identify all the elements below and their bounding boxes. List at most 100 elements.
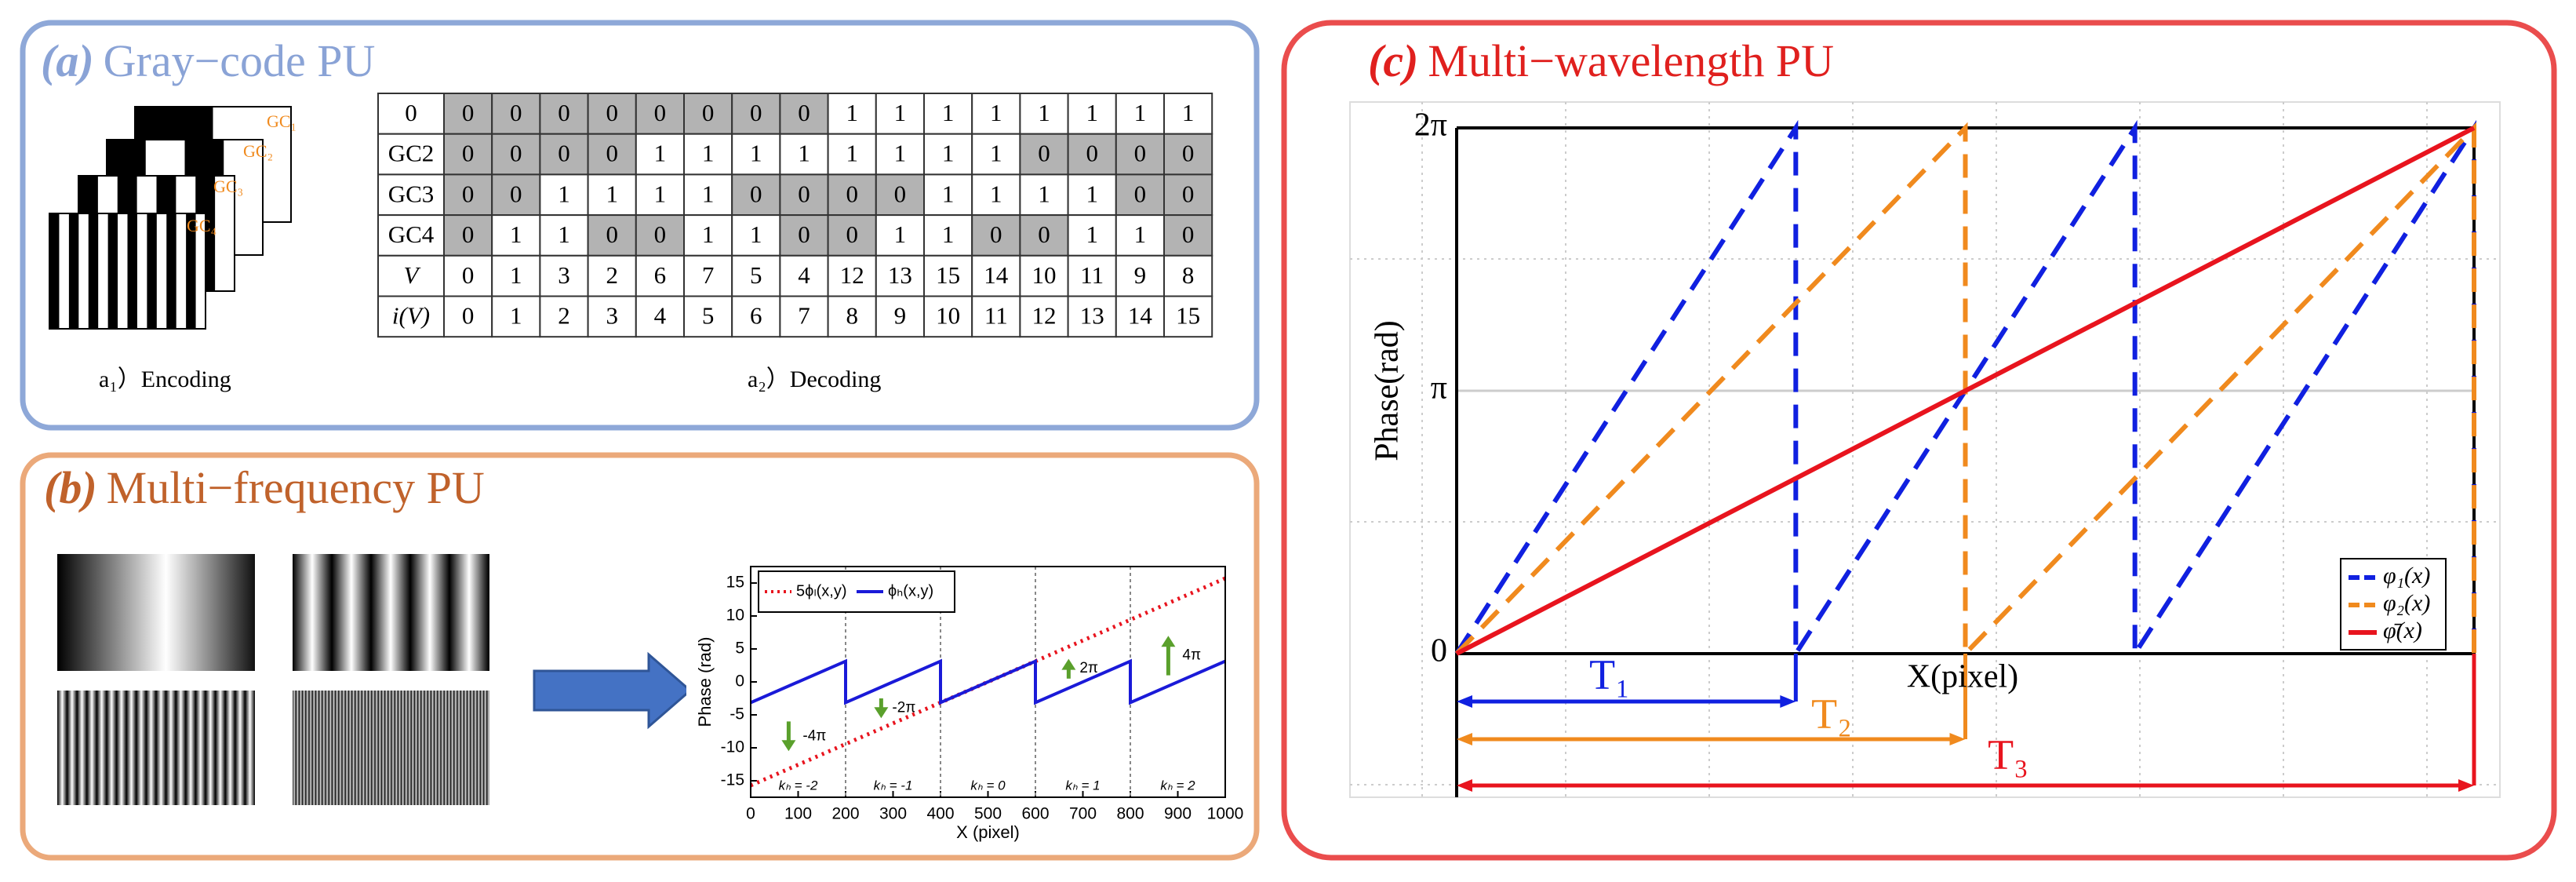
cell-text: 0: [1182, 220, 1195, 248]
cell-text: GC3: [388, 180, 435, 207]
arrow-head: [1457, 733, 1472, 745]
period-label: T₂: [1811, 690, 1852, 737]
cell-text: 1: [942, 99, 955, 126]
cell-text: 1: [702, 140, 715, 167]
y-tick-label: 15: [726, 574, 744, 592]
code-label: GC₁: [267, 111, 297, 131]
cell-text: 9: [1134, 261, 1147, 289]
legend-label: ϕₕ(x,y): [888, 582, 933, 600]
cell-text: 1: [510, 261, 522, 289]
cell-text: 0: [558, 140, 570, 167]
caption: a₂）Decoding: [748, 366, 881, 392]
cell-text: 0: [405, 99, 417, 126]
y-tick-label: 0: [1431, 633, 1447, 669]
cell-text: 0: [606, 220, 618, 248]
table-cell: [635, 295, 685, 338]
arrow-head: [1457, 779, 1472, 792]
cell-text: 4: [798, 261, 810, 289]
series-line: [1455, 126, 2476, 656]
y-tick-label: 5: [735, 640, 744, 658]
cell-text: 1: [942, 180, 955, 207]
cell-text: 9: [894, 301, 907, 329]
table-cell: [587, 295, 637, 338]
table-cell: [635, 173, 685, 217]
offset-arrow-head: [1061, 658, 1076, 670]
table-cell: [1019, 214, 1069, 257]
table-cell: [1019, 93, 1069, 135]
cell-text: 0: [558, 99, 570, 126]
cell-text: 0: [462, 220, 475, 248]
arrow-head: [2458, 779, 2474, 792]
table-cell: [827, 214, 877, 257]
cell-text: 8: [1182, 261, 1195, 289]
cell-text: 3: [558, 261, 570, 289]
cell-text: 1: [654, 140, 667, 167]
arrow: [533, 651, 693, 730]
table-cell: [1115, 254, 1166, 297]
table-cell: [683, 93, 733, 135]
cell-text: 1: [750, 220, 762, 248]
panel-b-frame: [20, 452, 1260, 861]
cell-text: 1: [558, 180, 570, 207]
table-cell: [491, 254, 541, 297]
offset-label: -2π: [892, 700, 915, 716]
table-cell: [443, 295, 493, 338]
stripe: [166, 213, 176, 329]
x-axis-label: X(pixel): [1907, 659, 2018, 695]
table-cell: [1115, 214, 1166, 257]
cell-text: 0: [990, 220, 1002, 248]
panel-label: (c): [1368, 35, 1418, 86]
x-tick-label: 200: [831, 805, 859, 823]
cell-text: 0: [462, 301, 475, 329]
cell-text: 1: [990, 99, 1002, 126]
cell-text: 0: [798, 220, 810, 248]
fringe-image: [57, 691, 255, 805]
cell-text: 0: [846, 180, 858, 207]
cell-text: 5: [750, 261, 762, 289]
panel-title-text: Multi−frequency PU: [107, 462, 485, 513]
code-label: GC₂: [243, 141, 273, 161]
table-cell: [635, 254, 685, 297]
table-cell: [1115, 133, 1166, 176]
table-cell: [731, 214, 781, 257]
cell-text: 6: [750, 301, 762, 329]
cell-text: 15: [1176, 301, 1200, 329]
series-line: [750, 658, 1226, 705]
table-cell: [779, 254, 829, 297]
cell-text: 13: [1080, 301, 1104, 329]
panel-title-text: Multi−wavelength PU: [1428, 35, 1834, 86]
cell-text: 1: [1134, 220, 1147, 248]
table-cell: [971, 133, 1021, 176]
cell-text: 6: [654, 261, 667, 289]
cell-text: 3: [606, 301, 618, 329]
table-cell: [635, 93, 685, 135]
cell-text: 1: [894, 220, 907, 248]
table-cell: [1019, 295, 1069, 338]
stripe: [147, 213, 157, 329]
y-tick-label: -15: [721, 771, 744, 789]
x-tick-label: 800: [1116, 805, 1144, 823]
cell-text: GC4: [388, 220, 435, 248]
cell-text: 0: [654, 99, 667, 126]
y-tick-label: π: [1431, 370, 1447, 406]
k-label: kₕ = -2: [779, 778, 818, 793]
offset-label: 2π: [1079, 660, 1098, 676]
fringe-image: [293, 691, 489, 805]
cell-text: V: [404, 261, 421, 289]
panel-label: (b): [44, 462, 97, 513]
table-cell: [779, 214, 829, 257]
table-cell: [539, 295, 589, 338]
fringe-image: [293, 554, 489, 671]
cell-text: 1: [942, 140, 955, 167]
cell-text: 1: [702, 220, 715, 248]
panel-label: (a): [41, 35, 94, 86]
stripe: [107, 213, 118, 329]
cell-text: 0: [1134, 180, 1147, 207]
offset-label: -4π: [802, 727, 826, 744]
cell-text: 1: [1086, 180, 1098, 207]
cell-text: 0: [1038, 140, 1050, 167]
cell-text: 1: [510, 220, 522, 248]
table-cell: [779, 93, 829, 135]
table-cell: [1163, 295, 1213, 338]
cell-text: 0: [750, 99, 762, 126]
